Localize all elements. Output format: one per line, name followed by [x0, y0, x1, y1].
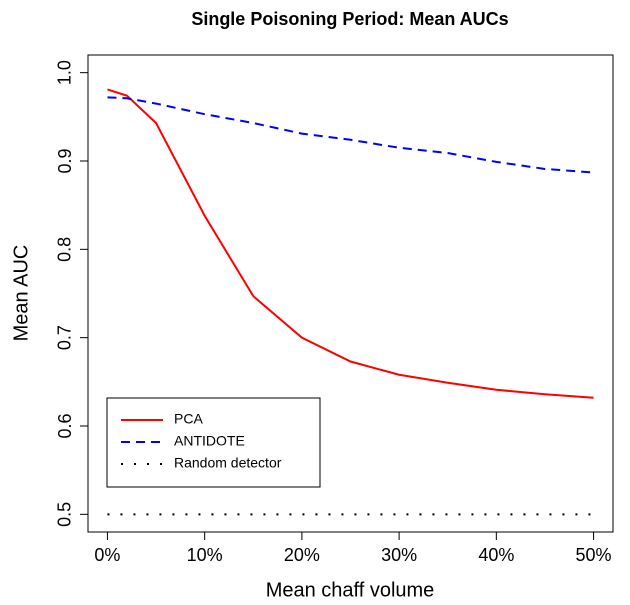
x-axis-label: Mean chaff volume: [266, 579, 435, 601]
y-tick-label: 0.8: [55, 237, 75, 262]
x-tick-label: 0%: [94, 545, 120, 565]
y-tick-label: 0.9: [55, 148, 75, 173]
x-tick-label: 20%: [284, 545, 320, 565]
series-line: [107, 88, 594, 399]
x-tick-label: 30%: [381, 545, 417, 565]
y-tick-label: 0.6: [55, 413, 75, 438]
y-tick-label: 0.7: [55, 325, 75, 350]
y-tick-label: 0.5: [55, 502, 75, 527]
x-tick-label: 40%: [478, 545, 514, 565]
y-tick-label: 1.0: [55, 60, 75, 85]
legend-label: PCA: [174, 411, 203, 427]
chart-title: Single Poisoning Period: Mean AUCs: [191, 9, 508, 29]
legend-label: ANTIDOTE: [174, 433, 245, 449]
legend-label: Random detector: [174, 455, 282, 471]
y-axis-label: Mean AUC: [10, 245, 32, 342]
x-tick-label: 50%: [576, 545, 612, 565]
x-tick-label: 10%: [187, 545, 223, 565]
